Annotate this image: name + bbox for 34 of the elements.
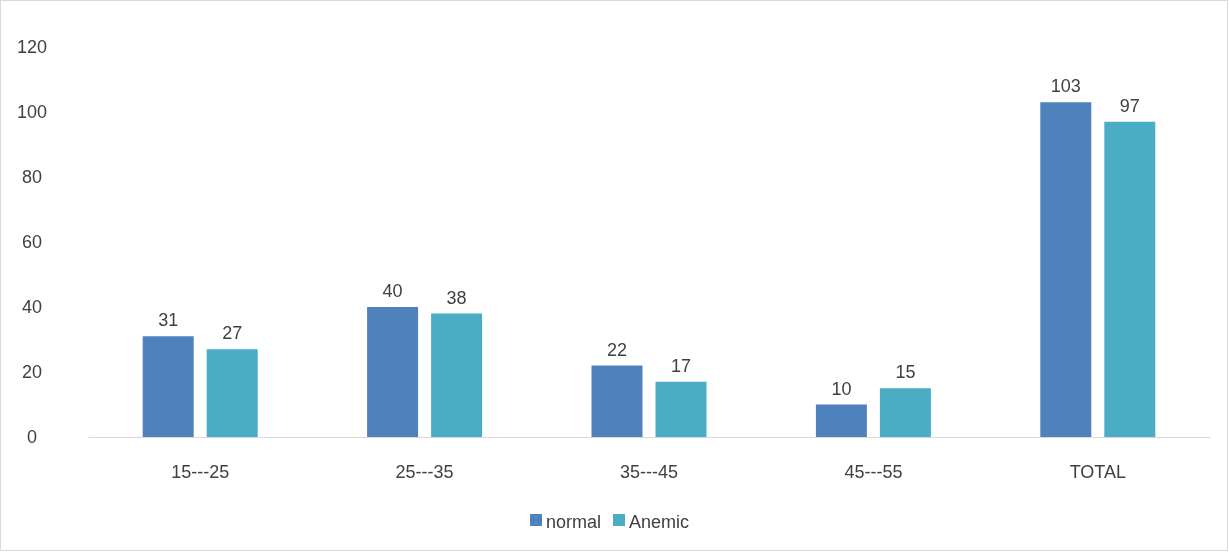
bar [367,307,419,437]
x-tick-label: 35---45 [619,461,679,482]
data-label: 22 [606,339,628,360]
bar [655,381,707,437]
data-label: 97 [1119,95,1140,116]
bar [815,404,867,437]
bar [591,365,643,437]
y-tick-label: 80 [21,167,43,188]
data-label: 17 [670,355,692,376]
bar [142,336,194,437]
legend-label: normal [546,512,602,532]
bar [431,313,483,437]
y-tick-label: 100 [16,102,48,123]
bar [879,388,931,437]
data-label: 15 [895,362,916,383]
x-tick-label: 15---25 [171,461,230,482]
data-label: 103 [1050,76,1081,97]
data-label: 10 [831,378,852,399]
y-tick-label: 20 [21,362,43,383]
y-tick-label: 60 [21,232,43,253]
bar [1104,121,1156,437]
x-tick-label: 45---55 [844,461,903,482]
bar [1040,102,1092,437]
legend-label: Anemic [629,512,690,532]
data-label: 38 [446,287,467,308]
y-tick-label: 40 [21,297,43,318]
y-tick-label: 120 [16,37,48,58]
data-label: 40 [382,281,403,301]
data-label: 27 [222,323,243,344]
bar [206,349,258,437]
data-label: 31 [158,310,179,331]
x-tick-label: TOTAL [1069,461,1126,482]
x-tick-label: 25---35 [395,461,454,482]
y-tick-label: 0 [26,427,38,448]
